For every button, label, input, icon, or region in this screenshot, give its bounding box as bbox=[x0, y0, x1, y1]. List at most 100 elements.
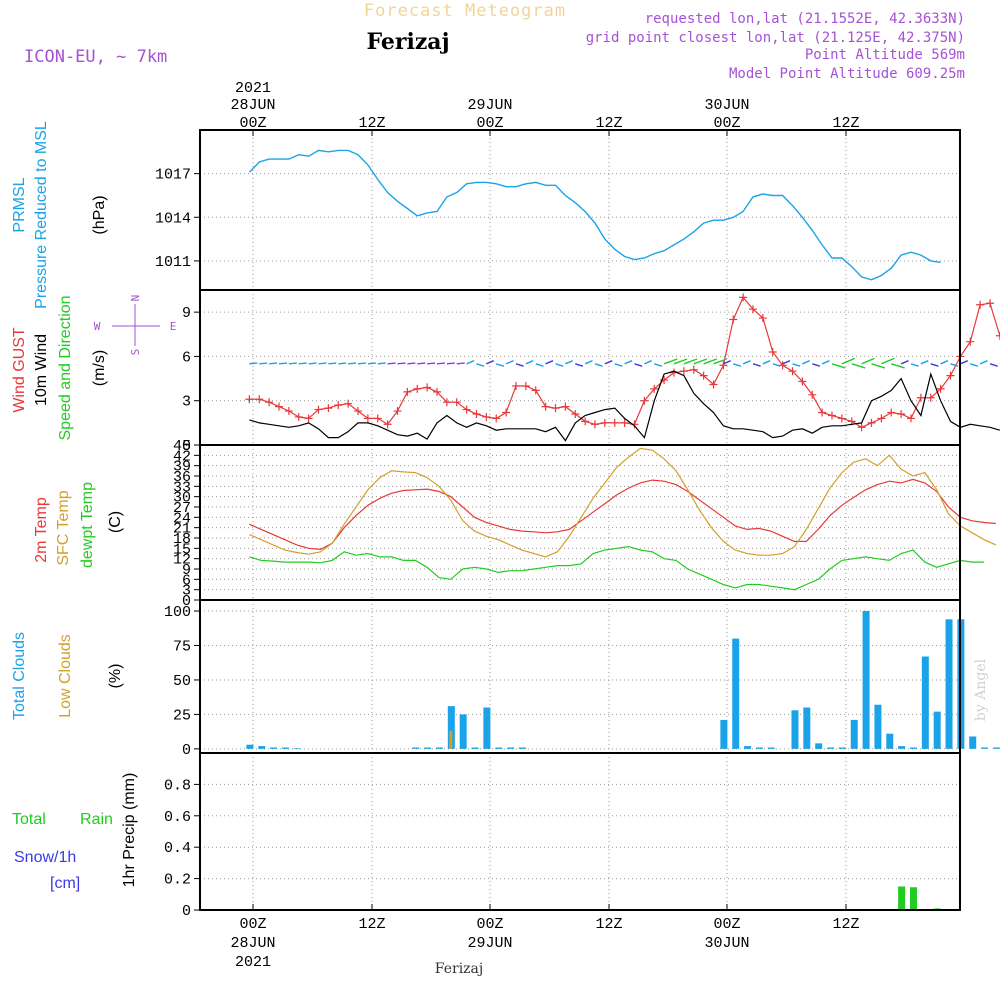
precip-frame bbox=[199, 752, 961, 911]
total-cloud-bar bbox=[886, 733, 894, 749]
bottom-tick-12z-29: 12Z bbox=[595, 916, 622, 933]
wind-gust-marker bbox=[472, 410, 481, 418]
total-cloud-bar bbox=[898, 746, 906, 749]
precip-ytick-label-1: 0.2 bbox=[164, 872, 191, 889]
total-cloud-bar bbox=[838, 747, 846, 749]
wind-gust-marker bbox=[591, 420, 599, 429]
wind-gust-marker bbox=[640, 396, 649, 405]
temp-dewpt-line bbox=[249, 545, 985, 591]
wind-gust-marker bbox=[294, 412, 303, 421]
temp-ytick-label-9: 27 bbox=[173, 500, 191, 517]
top-tick-12z-30: 12Z bbox=[832, 115, 859, 132]
wind-direction-arrow bbox=[407, 362, 416, 365]
wind-gust-marker bbox=[304, 414, 313, 423]
total-cloud-bar bbox=[495, 747, 503, 749]
wind-direction-arrow bbox=[881, 357, 895, 365]
bottom-date-28jun: 28JUN bbox=[230, 935, 275, 952]
wind-gust-marker bbox=[403, 387, 412, 396]
total-cloud-bar bbox=[992, 747, 1000, 749]
wind-direction-arrow bbox=[910, 363, 919, 367]
temp-ytick-label-1: 3 bbox=[182, 583, 191, 600]
wind-direction-arrow bbox=[545, 360, 554, 365]
wind-gust-marker bbox=[541, 402, 550, 411]
wind-gust-marker bbox=[413, 384, 422, 393]
rain-bar bbox=[898, 886, 906, 910]
temp-label-dewpt: dewpt Temp bbox=[79, 482, 96, 568]
cloud-label-total: Total Clouds bbox=[11, 632, 28, 720]
wind-gust-marker bbox=[679, 367, 688, 376]
wind-gust-marker bbox=[857, 423, 866, 432]
wind-label-gust: Wind GUST bbox=[11, 327, 28, 413]
wind-frame bbox=[199, 289, 961, 446]
wind-direction-arrow bbox=[278, 362, 288, 365]
wind-gust-marker bbox=[581, 417, 590, 426]
wind-direction-arrow bbox=[930, 363, 939, 367]
wind-gust-marker bbox=[966, 337, 975, 346]
wind-gust-marker bbox=[314, 405, 323, 414]
wind-direction-arrow bbox=[565, 360, 574, 365]
wind-gust-marker bbox=[986, 299, 994, 308]
bottom-tick-00z-28: 00Z bbox=[239, 916, 266, 933]
precip-panel: 0 0.2 0.4 0.6 0.8 bbox=[164, 753, 960, 920]
wind-direction-arrow bbox=[802, 360, 811, 365]
wind-direction-arrow bbox=[989, 363, 998, 367]
wind-direction-arrow bbox=[427, 362, 436, 365]
wind-gust-marker bbox=[462, 405, 471, 414]
compass-north: N bbox=[129, 295, 142, 302]
wind-direction-arrow bbox=[505, 360, 514, 365]
wind-gust-marker bbox=[275, 402, 283, 411]
wind-direction-arrow bbox=[575, 363, 584, 367]
precip-label-total: Total bbox=[12, 811, 46, 828]
cloud-label-unit: (%) bbox=[107, 664, 124, 689]
wind-direction-arrow bbox=[476, 363, 485, 367]
wind-gust-marker bbox=[877, 414, 886, 423]
wind-direction-arrow bbox=[515, 363, 524, 367]
temp-2m-line bbox=[249, 478, 996, 551]
temp-ytick-label-3: 9 bbox=[182, 562, 191, 579]
wind-gust-marker bbox=[818, 408, 827, 417]
wind-direction-arrow bbox=[644, 360, 653, 365]
wind-gust-marker bbox=[916, 393, 925, 402]
wind-gust-marker bbox=[512, 381, 520, 390]
bottom-date-29jun: 29JUN bbox=[467, 935, 512, 952]
wind-gust-marker bbox=[907, 414, 915, 423]
wind-gust-marker bbox=[363, 414, 372, 423]
wind-ytick-label-0: 0 bbox=[182, 438, 191, 455]
total-cloud-bar bbox=[447, 706, 455, 749]
low-cloud-bar bbox=[449, 730, 453, 749]
wind-direction-arrow bbox=[584, 360, 593, 365]
wind-gust-marker bbox=[373, 414, 382, 423]
wind-gust-marker bbox=[867, 418, 876, 427]
bottom-time-axis: 00Z 12Z 00Z 12Z 00Z 12Z 28JUN 29JUN 30JU… bbox=[230, 916, 859, 971]
wind-gust-marker bbox=[709, 380, 718, 389]
wind-gust-marker bbox=[936, 384, 945, 393]
precip-labels: Total Rain Snow/1h [cm] 1hr Precip (mm) bbox=[12, 773, 138, 892]
wind-gust-marker bbox=[837, 414, 846, 423]
wind-gust-marker bbox=[650, 384, 659, 393]
wind-gust-marker bbox=[561, 402, 570, 411]
wind-label-unit: (m/s) bbox=[91, 350, 108, 386]
wind-direction-arrow bbox=[940, 360, 949, 365]
pressure-ytick-label-0: 1011 bbox=[155, 254, 191, 271]
total-cloud-bar bbox=[862, 611, 870, 749]
wind-gust-marker bbox=[324, 404, 333, 413]
total-cloud-bar bbox=[945, 619, 953, 749]
wind-gust-marker bbox=[344, 399, 353, 408]
top-date-28jun: 28JUN bbox=[230, 97, 275, 114]
wind-direction-arrow bbox=[821, 360, 830, 365]
wind-direction-arrow bbox=[861, 357, 875, 365]
wind-gust-marker bbox=[778, 361, 787, 370]
wind-gust-marker bbox=[551, 404, 560, 413]
wind-direction-arrow bbox=[269, 362, 278, 365]
wind-direction-arrow bbox=[259, 362, 268, 365]
wind-gust-marker bbox=[452, 398, 461, 407]
rain-bar bbox=[909, 887, 917, 910]
top-time-axis: 2021 28JUN 29JUN 30JUN 00Z 12Z 00Z 12Z 0… bbox=[230, 80, 859, 132]
precip-label-unit: 1hr Precip (mm) bbox=[121, 773, 138, 888]
wind-direction-arrow bbox=[436, 362, 446, 365]
wind-gust-marker bbox=[749, 305, 757, 314]
compass-south: S bbox=[129, 349, 142, 356]
wind-direction-arrow bbox=[318, 362, 327, 365]
wind-direction-arrow bbox=[604, 360, 613, 365]
wind-gust-marker bbox=[610, 418, 619, 427]
